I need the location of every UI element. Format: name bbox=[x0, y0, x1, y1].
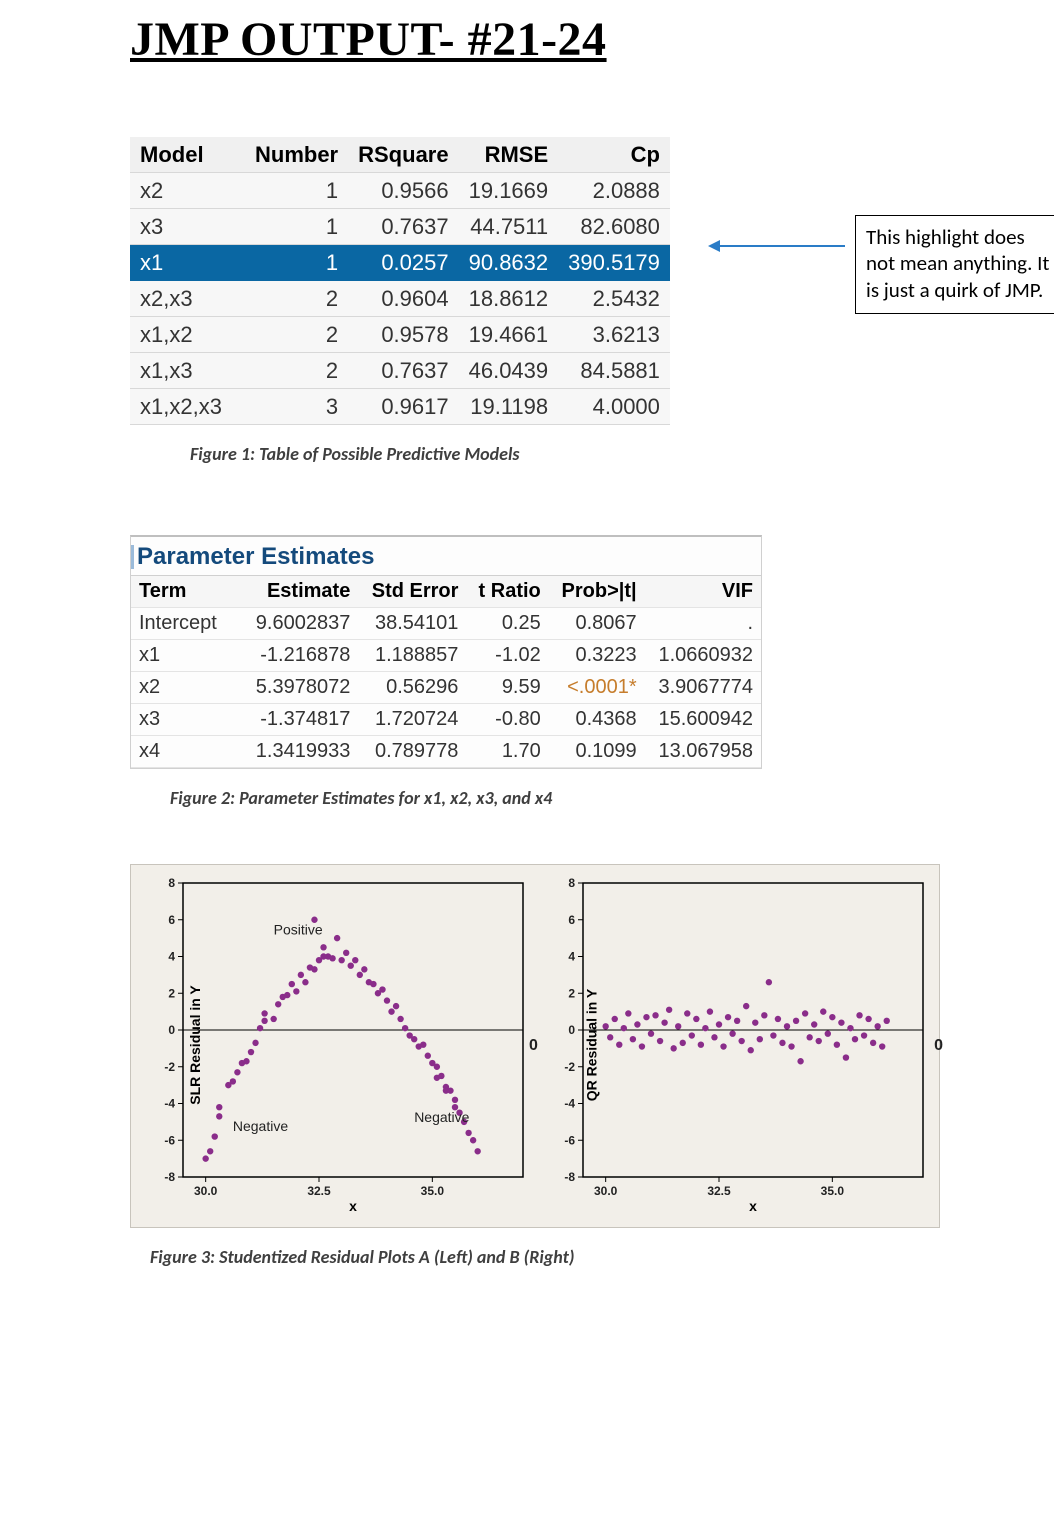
figure1-container: ModelNumberRSquareRMSECpx210.956619.1669… bbox=[130, 137, 994, 425]
svg-text:Negative: Negative bbox=[414, 1109, 469, 1125]
models-table-header: Cp bbox=[558, 137, 670, 173]
plot-b: -8 -6 -4 -2 0 2 4 6 8 30.0 32.5 35.0 x QR Residual i… bbox=[537, 875, 931, 1215]
parameter-estimates-title: Parameter Estimates bbox=[131, 537, 761, 576]
table-row: x210.956619.16692.0888 bbox=[130, 173, 670, 209]
pe-table-header: VIF bbox=[645, 576, 761, 608]
plot-b-ylabel: QR Residual in Y bbox=[583, 989, 599, 1102]
svg-text:30.0: 30.0 bbox=[594, 1184, 618, 1198]
models-table-header: Model bbox=[130, 137, 245, 173]
svg-text:32.5: 32.5 bbox=[707, 1184, 731, 1198]
svg-text:-6: -6 bbox=[164, 1133, 175, 1147]
svg-text:35.0: 35.0 bbox=[821, 1184, 845, 1198]
table-row: x3-1.3748171.720724-0.800.436815.600942 bbox=[131, 704, 761, 736]
svg-text:-8: -8 bbox=[164, 1170, 175, 1184]
table-row: x41.34199330.7897781.700.109913.067958 bbox=[131, 736, 761, 768]
table-row: x110.025790.8632390.5179 bbox=[130, 245, 670, 281]
note-callout: This highlight does not mean anything. I… bbox=[855, 215, 1054, 314]
page-title: JMP OUTPUT- #21-24 bbox=[130, 12, 994, 67]
table-row: x25.39780720.562969.59<.0001*3.9067774 bbox=[131, 672, 761, 704]
models-table-header: RSquare bbox=[348, 137, 458, 173]
svg-text:32.5: 32.5 bbox=[307, 1184, 331, 1198]
svg-text:-2: -2 bbox=[564, 1060, 575, 1074]
svg-text:4: 4 bbox=[568, 950, 575, 964]
table-row: x2,x320.960418.86122.5432 bbox=[130, 281, 670, 317]
svg-text:x: x bbox=[349, 1198, 357, 1214]
residual-plots-panel: -8 -6 -4 -2 0 2 4 6 8 30.0 32.5 35.0 x Positive Negati… bbox=[130, 864, 940, 1228]
pe-table-header: Std Error bbox=[358, 576, 466, 608]
pe-table-header: Estimate bbox=[242, 576, 358, 608]
svg-text:-6: -6 bbox=[564, 1133, 575, 1147]
models-table: ModelNumberRSquareRMSECpx210.956619.1669… bbox=[130, 137, 670, 425]
svg-text:0: 0 bbox=[168, 1023, 175, 1037]
svg-text:35.0: 35.0 bbox=[421, 1184, 445, 1198]
svg-text:8: 8 bbox=[168, 876, 175, 890]
plot-a: -8 -6 -4 -2 0 2 4 6 8 30.0 32.5 35.0 x Positive Negati… bbox=[137, 875, 531, 1215]
svg-text:6: 6 bbox=[168, 913, 175, 927]
parameter-estimates-panel: Parameter Estimates TermEstimateStd Erro… bbox=[130, 535, 762, 769]
svg-text:4: 4 bbox=[168, 950, 175, 964]
models-table-header: Number bbox=[245, 137, 348, 173]
figure1-caption: Figure 1: Table of Possible Predictive M… bbox=[190, 443, 994, 465]
pe-table-header: Term bbox=[131, 576, 242, 608]
svg-text:6: 6 bbox=[568, 913, 575, 927]
svg-text:-2: -2 bbox=[164, 1060, 175, 1074]
svg-text:0: 0 bbox=[568, 1023, 575, 1037]
table-row: x1,x320.763746.043984.5881 bbox=[130, 353, 670, 389]
svg-text:Positive: Positive bbox=[274, 921, 323, 937]
table-row: Intercept9.600283738.541010.250.8067. bbox=[131, 608, 761, 640]
table-row: x1,x2,x330.961719.11984.0000 bbox=[130, 389, 670, 425]
svg-text:Negative: Negative bbox=[233, 1118, 288, 1134]
models-table-header: RMSE bbox=[459, 137, 559, 173]
figure3-caption: Figure 3: Studentized Residual Plots A (… bbox=[150, 1246, 994, 1268]
svg-text:-4: -4 bbox=[164, 1097, 175, 1111]
figure2-caption: Figure 2: Parameter Estimates for x1, x2… bbox=[170, 787, 994, 809]
svg-text:x: x bbox=[749, 1198, 757, 1214]
plot-b-zero-label: 0 bbox=[934, 1037, 943, 1055]
svg-text:-8: -8 bbox=[564, 1170, 575, 1184]
plot-a-ylabel: SLR Residual in Y bbox=[187, 985, 203, 1105]
svg-text:2: 2 bbox=[568, 986, 575, 1000]
pe-table-header: Prob>|t| bbox=[549, 576, 645, 608]
highlight-arrow bbox=[710, 245, 845, 247]
table-row: x310.763744.751182.6080 bbox=[130, 209, 670, 245]
svg-text:8: 8 bbox=[568, 876, 575, 890]
parameter-estimates-table: TermEstimateStd Errort RatioProb>|t|VIFI… bbox=[131, 576, 761, 768]
table-row: x1,x220.957819.46613.6213 bbox=[130, 317, 670, 353]
svg-text:-4: -4 bbox=[564, 1097, 575, 1111]
pe-table-header: t Ratio bbox=[466, 576, 548, 608]
svg-text:2: 2 bbox=[168, 986, 175, 1000]
svg-text:30.0: 30.0 bbox=[194, 1184, 218, 1198]
table-row: x1-1.2168781.188857-1.020.32231.0660932 bbox=[131, 640, 761, 672]
